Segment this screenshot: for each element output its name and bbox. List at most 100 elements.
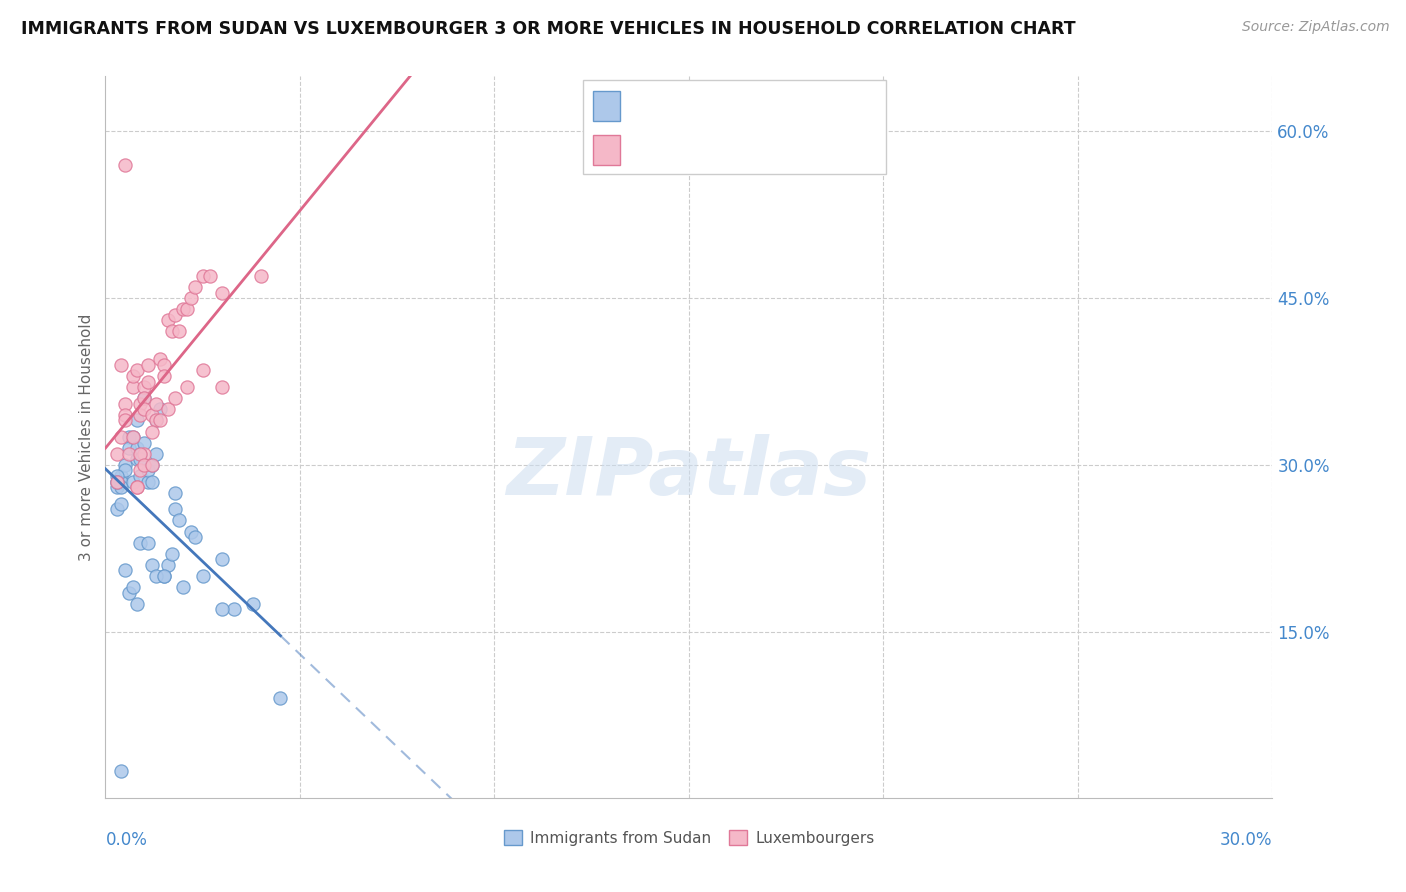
Point <box>145 413 167 427</box>
Point <box>136 463 159 477</box>
Text: N = 52: N = 52 <box>770 141 834 159</box>
Point <box>145 397 167 411</box>
Point <box>110 469 132 483</box>
Point <box>129 447 152 461</box>
Point <box>129 447 152 461</box>
FancyBboxPatch shape <box>583 80 886 174</box>
Point <box>160 547 183 561</box>
Text: IMMIGRANTS FROM SUDAN VS LUXEMBOURGER 3 OR MORE VEHICLES IN HOUSEHOLD CORRELATIO: IMMIGRANTS FROM SUDAN VS LUXEMBOURGER 3 … <box>21 20 1076 37</box>
Point <box>105 475 128 489</box>
Point <box>211 552 233 566</box>
Text: 30.0%: 30.0% <box>1220 830 1272 849</box>
Point <box>129 535 152 549</box>
Point <box>105 447 128 461</box>
Point <box>191 268 214 283</box>
Point <box>110 475 132 489</box>
Point <box>136 375 159 389</box>
Point <box>169 513 191 527</box>
Point <box>153 569 174 583</box>
Point <box>114 397 136 411</box>
Point <box>129 469 152 483</box>
Point <box>211 380 233 394</box>
Point <box>156 402 179 417</box>
Point <box>134 458 156 472</box>
Point <box>105 475 128 489</box>
Point <box>141 558 163 572</box>
Point <box>118 441 141 455</box>
Point <box>270 691 292 706</box>
Point <box>129 452 152 467</box>
Point <box>114 463 136 477</box>
Point <box>125 441 148 455</box>
Point <box>145 447 167 461</box>
Point <box>153 368 174 383</box>
Point <box>121 430 143 444</box>
Point <box>250 268 273 283</box>
Point <box>153 569 174 583</box>
Point <box>110 497 132 511</box>
Point <box>191 363 214 377</box>
Point <box>121 380 143 394</box>
Point <box>118 447 141 461</box>
Y-axis label: 3 or more Vehicles in Household: 3 or more Vehicles in Household <box>79 313 94 561</box>
Text: ZIPatlas: ZIPatlas <box>506 434 872 512</box>
Text: N = 55: N = 55 <box>770 96 834 114</box>
Point <box>172 302 194 317</box>
Point <box>134 447 156 461</box>
Point <box>121 430 143 444</box>
Text: R = 0.505: R = 0.505 <box>630 141 714 159</box>
Point <box>121 368 143 383</box>
Point <box>114 408 136 422</box>
Point <box>156 558 179 572</box>
Point <box>114 158 136 172</box>
Point <box>105 480 128 494</box>
Point <box>149 413 172 427</box>
Point <box>211 285 233 300</box>
Point <box>105 469 128 483</box>
Point <box>134 391 156 405</box>
Point <box>110 480 132 494</box>
Point <box>141 408 163 422</box>
Point <box>149 352 172 367</box>
Text: R = -0.117: R = -0.117 <box>630 96 720 114</box>
Point <box>114 413 136 427</box>
Point <box>184 280 207 294</box>
Point <box>211 602 233 616</box>
Point <box>129 397 152 411</box>
Point <box>134 435 156 450</box>
Point <box>121 580 143 594</box>
Point <box>180 524 202 539</box>
Point <box>121 475 143 489</box>
Point <box>165 391 187 405</box>
Point <box>176 380 198 394</box>
Point <box>118 585 141 599</box>
Point <box>141 475 163 489</box>
Point <box>176 302 198 317</box>
Point <box>153 358 174 372</box>
Bar <box>592 91 620 120</box>
Point <box>180 291 202 305</box>
Point <box>141 425 163 439</box>
Point <box>105 475 128 489</box>
Point <box>160 325 183 339</box>
Point <box>172 580 194 594</box>
Point <box>136 535 159 549</box>
Point <box>165 485 187 500</box>
Point <box>136 358 159 372</box>
Point <box>136 475 159 489</box>
Point <box>125 413 148 427</box>
Point <box>141 458 163 472</box>
Point <box>191 569 214 583</box>
Text: 0.0%: 0.0% <box>105 830 148 849</box>
Point <box>145 413 167 427</box>
Legend: Immigrants from Sudan, Luxembourgers: Immigrants from Sudan, Luxembourgers <box>498 824 880 852</box>
Point <box>110 764 132 778</box>
Point <box>125 597 148 611</box>
Point <box>134 391 156 405</box>
Point <box>125 363 148 377</box>
Point <box>114 458 136 472</box>
Point <box>134 380 156 394</box>
Point <box>156 313 179 327</box>
Bar <box>592 135 620 164</box>
Point <box>105 502 128 516</box>
